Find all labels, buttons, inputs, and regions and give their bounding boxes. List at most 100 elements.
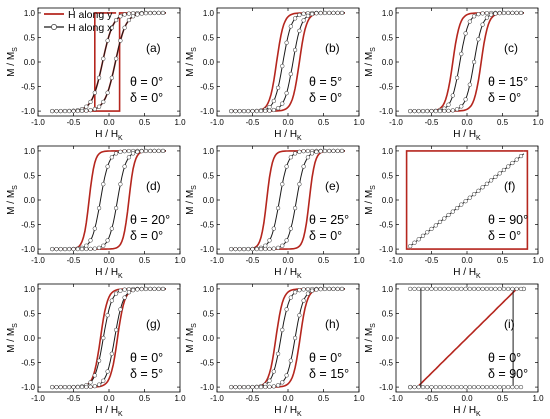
y-tick-label: -0.5 [21,221,35,230]
data-point [288,155,293,160]
data-point [109,25,114,30]
y-tick-label: 0.5 [382,33,394,42]
data-point [327,10,332,16]
data-point [105,313,110,318]
data-point [160,148,166,154]
data-point [437,108,443,114]
data-point [297,288,302,293]
data-point [58,384,63,390]
data-point [514,10,519,16]
data-point [288,71,293,77]
data-point [501,286,507,292]
data-point [118,14,123,19]
data-point [88,246,93,252]
x-tick-label: 0.5 [139,118,151,127]
data-point [275,205,281,211]
data-point [88,384,93,389]
data-point [118,288,123,293]
data-point [105,90,110,95]
data-point [420,108,426,114]
data-point [126,290,132,295]
data-point [92,246,97,251]
y-axis-label: M / MS [364,323,377,353]
data-point [412,286,417,292]
x-tick-label: 0.5 [318,256,330,265]
delta-value: δ = 0° [309,91,342,105]
data-point [130,151,136,156]
data-point [275,85,281,90]
data-point [318,149,323,154]
data-point [292,151,298,156]
panel-label: (f) [504,179,515,193]
y-tick-label: -1.0 [21,245,35,254]
x-tick-label: 0.0 [103,394,115,403]
data-point [267,384,272,389]
data-point [506,286,511,292]
x-axis-label: H / HK [453,129,481,142]
data-point [450,286,455,292]
data-point [105,164,110,169]
data-point [480,286,485,292]
data-point [476,188,481,193]
delta-value: δ = 0° [309,229,342,243]
data-point [139,11,144,16]
data-point [101,378,106,383]
data-point [488,178,494,183]
y-tick-label: 0.0 [24,58,36,67]
data-point [416,108,421,114]
data-point [233,246,238,252]
data-point [514,286,519,292]
x-tick-label: 0.0 [282,118,294,127]
data-point [250,246,255,252]
x-tick-label: 1.0 [174,394,186,403]
data-point [301,287,306,292]
data-point [297,28,302,33]
data-point [92,106,97,112]
data-point [139,149,144,154]
x-axis-label: H / HK [453,405,481,418]
data-point [122,25,127,30]
data-point [263,246,268,252]
y-tick-label: 1.0 [24,9,36,18]
data-point [109,75,114,80]
x-tick-label: 1.0 [353,118,365,127]
data-point [297,182,302,187]
x-tick-label: 1.0 [532,118,544,127]
data-point [480,22,485,27]
data-point [450,108,455,113]
data-point [126,17,132,23]
data-point [113,56,119,61]
data-point [267,378,272,383]
data-point [518,10,524,16]
data-point [288,358,293,363]
data-point [454,384,460,390]
data-point [288,24,293,29]
data-point [433,384,438,390]
data-point [459,51,464,57]
data-point [514,157,519,162]
data-point [79,246,85,252]
data-point [84,104,89,109]
data-point [113,151,119,156]
x-tick-label: 1.0 [532,394,544,403]
y-tick-label: -0.5 [21,359,35,368]
legend-label-x: H along x [68,22,113,34]
legend-marker-x [51,24,57,30]
data-point [467,384,472,390]
data-point [467,286,472,292]
data-point [408,384,413,390]
panel-label: (i) [504,317,515,331]
data-point [254,246,259,252]
y-tick-label: 1.0 [203,9,215,18]
y-axis-label: M / MS [364,185,377,215]
panel-i: -1.0 -1.0 -0.5 -0.5 0.0 0.0 0.5 0.5 1.0 1.0 H / HK… [364,283,544,418]
data-point [143,11,149,16]
data-point [280,101,285,106]
plot-area [408,10,524,114]
y-tick-label: -0.5 [200,359,214,368]
data-point [246,246,251,252]
series-h-along-x [408,153,525,249]
series-h-along-x [229,286,345,390]
x-tick-label: -0.5 [246,118,260,127]
y-axis-label: M / MS [364,47,377,77]
